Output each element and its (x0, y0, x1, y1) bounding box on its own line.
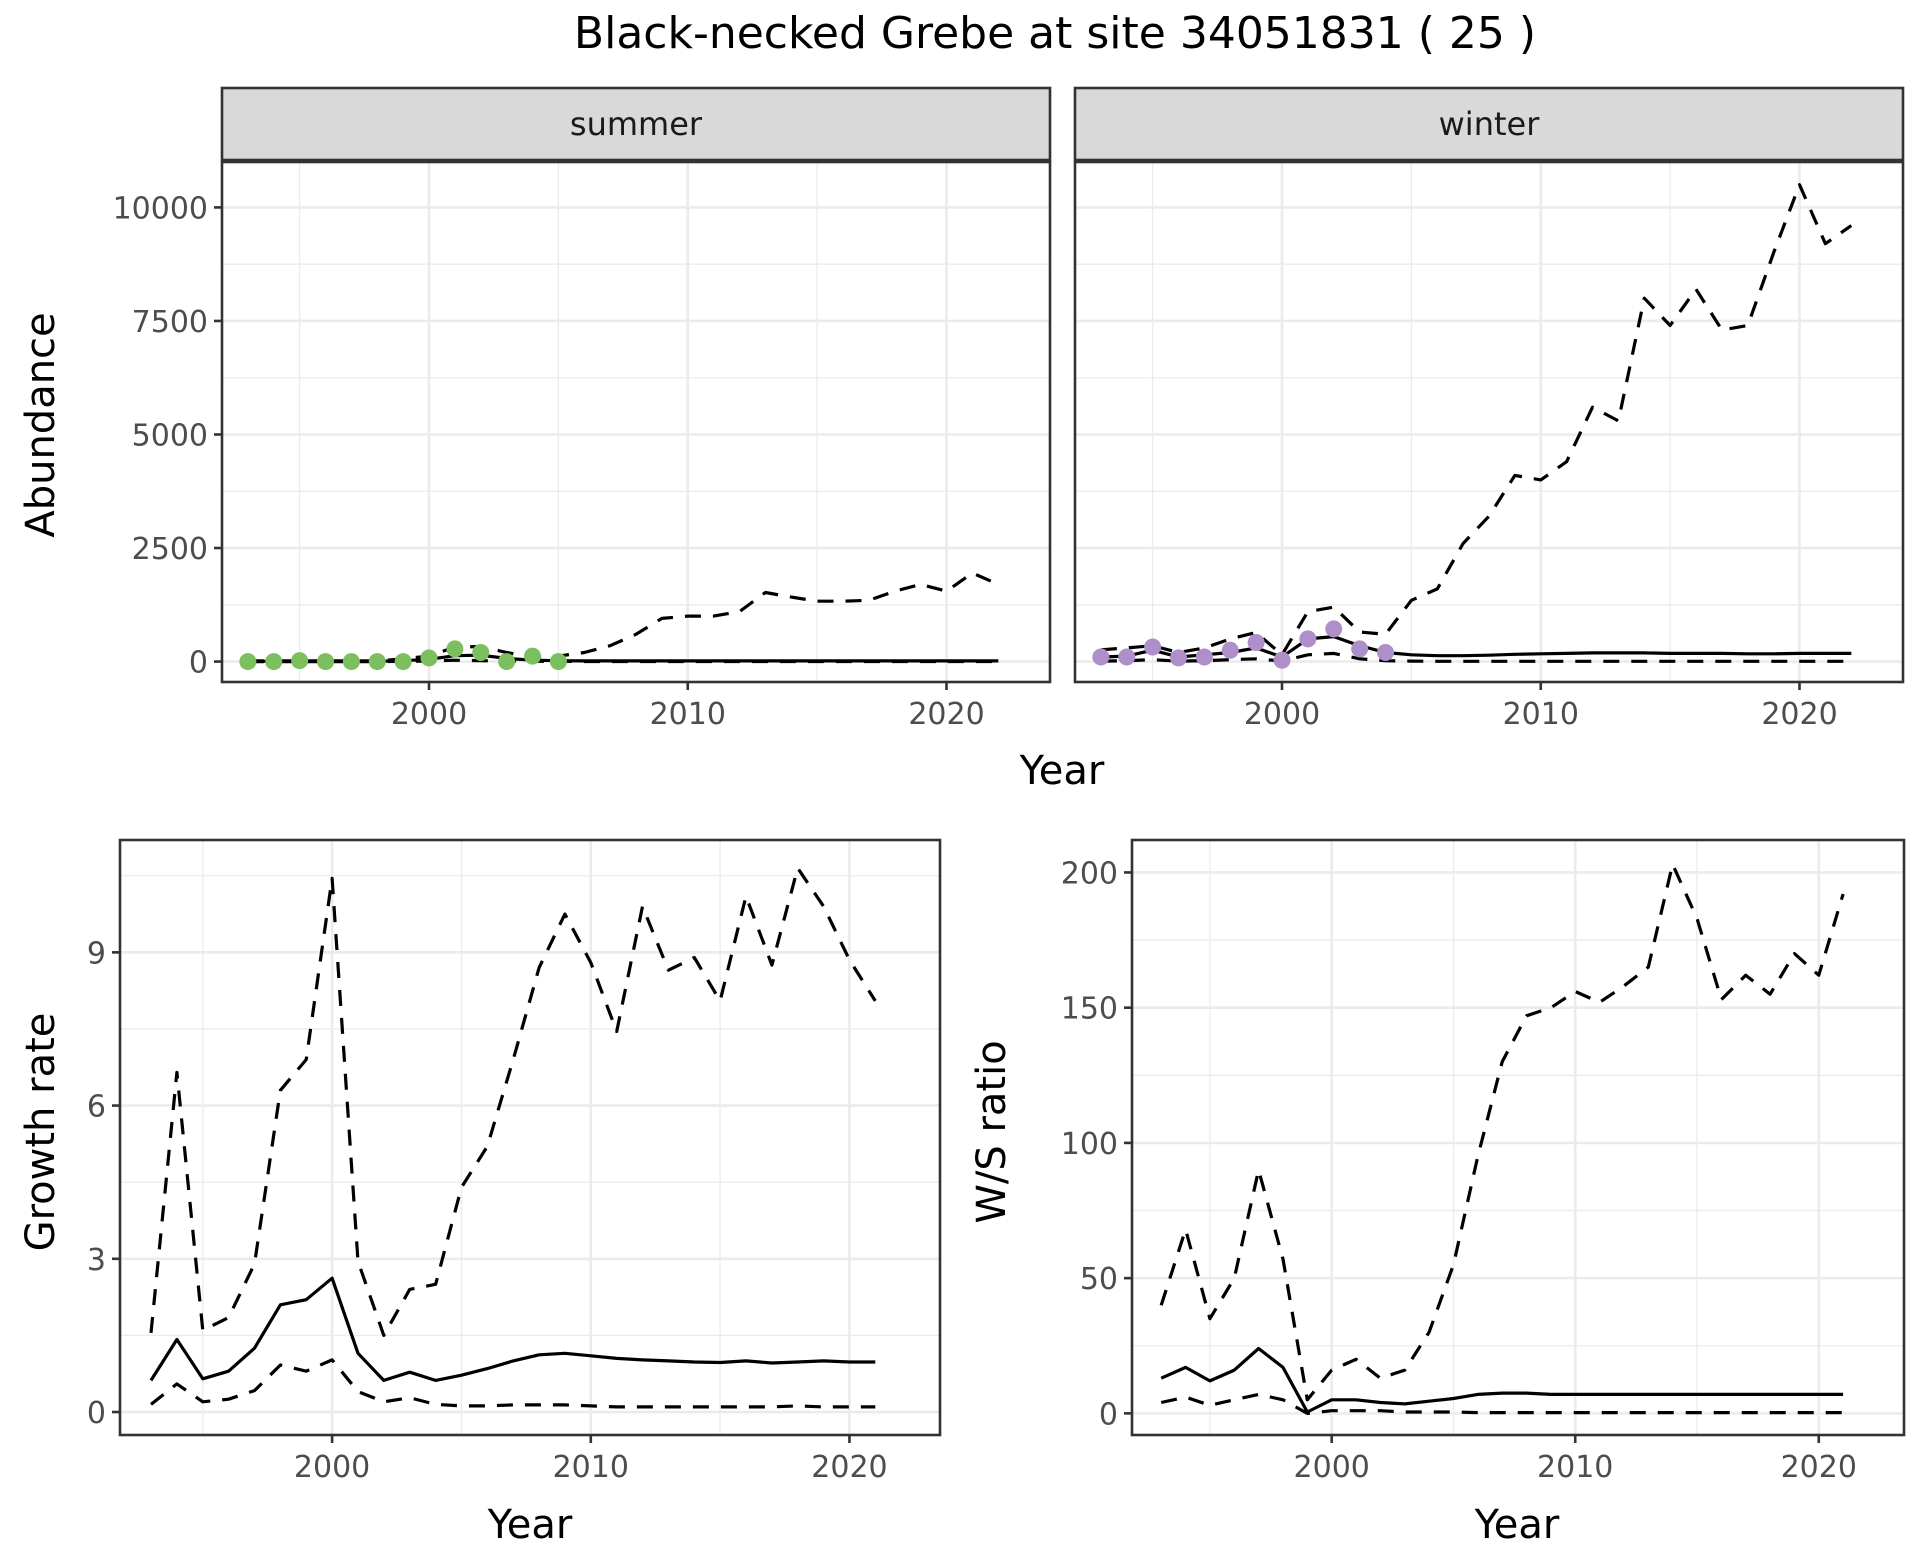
y-tick-label: 0 (1099, 1397, 1118, 1432)
y-tick-label: 9 (87, 936, 106, 971)
panel-border (1130, 838, 1906, 1437)
x-tick-label: 2020 (1761, 697, 1837, 732)
series-line-solid (1160, 1346, 1844, 1414)
observation-point (1118, 648, 1136, 666)
x-tick-label: 2000 (1294, 1450, 1370, 1485)
x-tick-label: 2010 (553, 1450, 629, 1485)
figure-title: Black-necked Grebe at site 34051831 ( 25… (574, 8, 1536, 59)
panel-border (118, 838, 942, 1437)
y-tick-label: 50 (1080, 1262, 1118, 1297)
y-tick-label: 0 (189, 646, 208, 681)
x-tick-label: 2000 (294, 1450, 370, 1485)
y-tick-label: 5000 (132, 418, 208, 453)
panel-background (222, 162, 1050, 682)
abundance-y-axis-title: Abundance (18, 312, 64, 537)
observation-point (446, 640, 464, 658)
panel-background (1075, 162, 1903, 682)
observation-point (265, 653, 283, 671)
observation-point (1144, 638, 1162, 656)
observation-point (524, 647, 541, 665)
observation-point (1170, 649, 1187, 667)
abundance-summer-panel: summer 2000 2010 2020 0 2500 5000 7500 10000 (113, 86, 1052, 732)
y-tick-label: 6 (87, 1090, 106, 1125)
panel-background (1132, 840, 1904, 1435)
growth-y-axis-title: Growth rate (18, 1013, 64, 1252)
series-line-dashed-upper (1100, 183, 1853, 657)
observation-point (1273, 651, 1291, 669)
winter-strip-label: winter (1439, 105, 1541, 143)
observation-point (368, 653, 386, 671)
series-line-dashed-lower (1160, 1392, 1844, 1416)
observation-point (420, 649, 438, 667)
ratio-y-axis-title: W/S ratio (969, 1040, 1015, 1223)
x-tick-label: 2020 (811, 1450, 887, 1485)
observation-point (1351, 640, 1369, 658)
series-line-solid (149, 1276, 876, 1383)
y-tick-label: 3 (87, 1243, 106, 1278)
x-tick-label: 2000 (1244, 697, 1320, 732)
series-line-dashed-lower (150, 1358, 876, 1409)
panel-border (220, 160, 1052, 684)
y-tick-label: 7500 (132, 305, 208, 340)
x-tick-label: 2010 (1503, 697, 1579, 732)
observation-point (1377, 643, 1394, 661)
observation-point (1247, 633, 1265, 651)
summer-strip-label: summer (570, 105, 703, 143)
x-tick-label: 2010 (650, 697, 726, 732)
growth-rate-plot-area: 2000 2010 2020 0 3 6 9 (87, 838, 942, 1485)
panel-background (120, 840, 940, 1435)
observation-point (239, 653, 257, 671)
winter-plot-area: 2000 2010 2020 (1073, 160, 1905, 732)
observation-point (549, 653, 567, 671)
y-tick-label: 150 (1061, 992, 1118, 1027)
series-line-dashed-upper (1159, 862, 1845, 1402)
series-line-dashed-lower (1100, 651, 1852, 663)
observation-point (317, 653, 334, 671)
observation-point (472, 643, 490, 661)
growth-x-axis-title: Year (487, 1502, 573, 1548)
panel-border (1073, 160, 1905, 684)
y-tick-label: 10000 (113, 191, 208, 226)
y-tick-label: 200 (1061, 856, 1118, 891)
winter-strip (1073, 86, 1905, 162)
x-tick-label: 2020 (908, 697, 984, 732)
y-tick-label: 100 (1061, 1127, 1118, 1162)
x-tick-label: 2020 (1781, 1450, 1857, 1485)
observation-point (1195, 648, 1213, 666)
observation-point (1092, 648, 1110, 666)
abundance-x-axis-title: Year (1019, 748, 1105, 794)
ws-ratio-plot-area: 2000 2010 2020 0 50 100 150 200 (1061, 838, 1906, 1485)
x-tick-label: 2000 (391, 697, 467, 732)
y-tick-label: 2500 (132, 532, 208, 567)
observation-point (394, 653, 412, 671)
ratio-x-axis-title: Year (1474, 1502, 1560, 1548)
x-tick-label: 2010 (1537, 1450, 1613, 1485)
observation-point (1299, 630, 1317, 648)
observation-point (1221, 641, 1239, 659)
observation-point (498, 653, 516, 671)
observation-point (1325, 620, 1343, 638)
summer-strip (220, 86, 1052, 162)
observation-point (291, 652, 309, 670)
y-tick-label: 0 (87, 1396, 106, 1431)
abundance-winter-panel: winter 2000 2010 2020 (1073, 86, 1905, 732)
observation-point (342, 653, 360, 671)
summer-plot-area: 2000 2010 2020 0 2500 5000 7500 10000 (113, 160, 1052, 732)
